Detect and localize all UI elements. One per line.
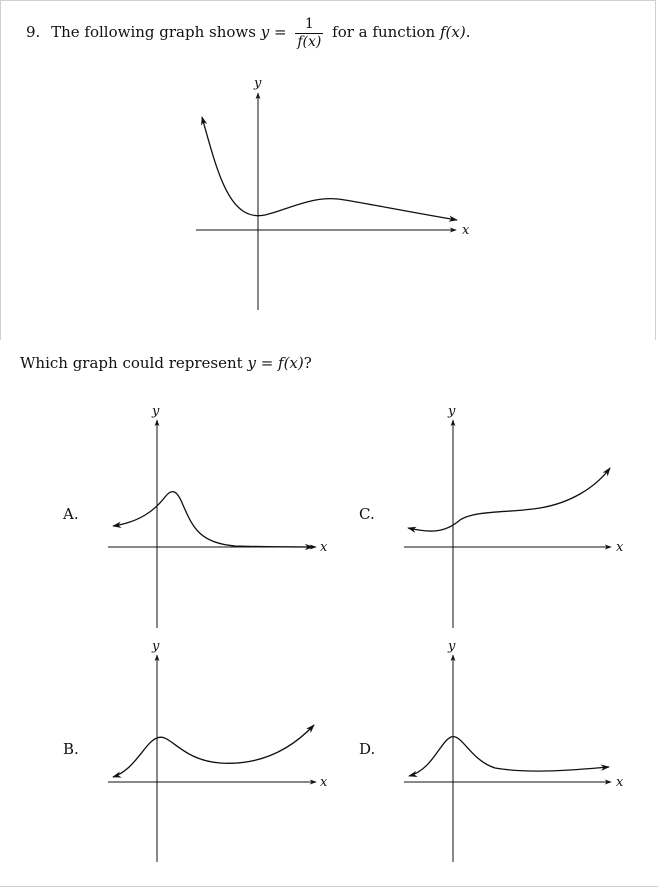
question-y-var: y bbox=[260, 23, 270, 41]
fraction-numerator: 1 bbox=[304, 15, 314, 32]
question-period: . bbox=[465, 23, 471, 41]
option-a-graph[interactable]: x y bbox=[108, 404, 328, 628]
fraction-denominator: f(x) bbox=[295, 32, 324, 50]
option-c-curve bbox=[407, 467, 611, 533]
question-frame bbox=[0, 0, 656, 340]
reciprocal-graph: x y bbox=[196, 76, 470, 310]
option-a-x-label: x bbox=[320, 540, 328, 555]
option-a-label[interactable]: A. bbox=[63, 505, 79, 523]
question-statement: 9. The following graph shows y = 1 f(x) … bbox=[26, 14, 470, 51]
option-c-x-label: x bbox=[616, 540, 624, 555]
prompt-expr: y = f(x) bbox=[247, 354, 304, 372]
answer-prompt: Which graph could represent y = f(x)? bbox=[20, 354, 312, 372]
option-c-y-label: y bbox=[447, 404, 456, 419]
option-b-graph[interactable]: x y bbox=[108, 639, 328, 862]
option-c-label[interactable]: C. bbox=[359, 505, 375, 523]
option-b-curve bbox=[112, 724, 315, 778]
main-y-label: y bbox=[253, 76, 262, 91]
option-d-curve bbox=[408, 736, 610, 778]
option-b-x-label: x bbox=[320, 775, 328, 790]
question-func: f(x) bbox=[439, 23, 466, 41]
prompt-text: Which graph could represent bbox=[20, 354, 243, 372]
option-a-y-label: y bbox=[151, 404, 160, 419]
option-a-curve bbox=[112, 490, 314, 551]
option-b-label[interactable]: B. bbox=[63, 740, 79, 758]
option-d-x-label: x bbox=[616, 775, 624, 790]
reciprocal-fraction: 1 f(x) bbox=[295, 15, 324, 51]
option-d-y-label: y bbox=[447, 639, 456, 654]
option-d-label[interactable]: D. bbox=[359, 740, 376, 758]
option-b-y-label: y bbox=[151, 639, 160, 654]
option-c-graph[interactable]: x y bbox=[404, 404, 624, 628]
question-number: 9. bbox=[26, 23, 41, 41]
question-text-before: The following graph shows bbox=[51, 23, 256, 41]
main-curve bbox=[201, 116, 458, 222]
question-text-after: for a function bbox=[332, 23, 436, 41]
question-equals: = bbox=[274, 23, 287, 41]
option-d-graph[interactable]: x y bbox=[404, 639, 624, 862]
prompt-qmark: ? bbox=[303, 354, 312, 372]
main-x-label: x bbox=[462, 223, 470, 238]
